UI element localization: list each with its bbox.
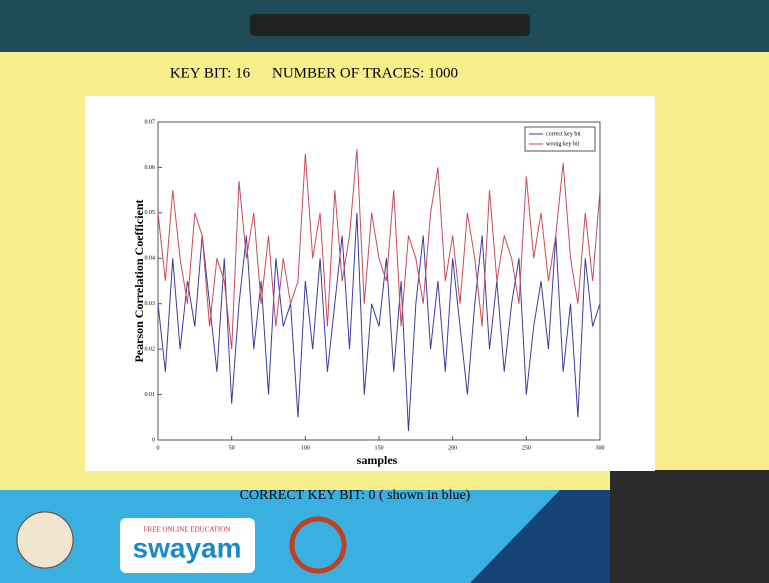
key-bit: KEY BIT: 16 [170,65,251,81]
legend-label: wrong key bit [546,141,580,147]
y-tick-label: 0.06 [145,165,156,171]
series-line [157,149,601,350]
legend-box [524,126,596,152]
logo-box [120,518,255,573]
x-label: samples [357,453,398,467]
speaker-video [610,470,769,583]
legend-label: correct key bit [546,131,581,137]
x-tick-label: 300 [596,445,605,451]
logo-tag: FREE ONLINE EDUCATION [144,526,231,534]
footer: CORRECT KEY BIT: 0 ( shown in blue) [240,488,471,503]
logo-iit [16,511,74,569]
x-tick-label: 150 [375,445,384,451]
logo-ring [289,516,347,574]
x-tick-label: 250 [522,445,531,451]
x-tick-label: 200 [448,445,457,451]
toolbar [250,14,530,36]
series-line [157,212,601,431]
y-tick-label: 0.04 [145,256,156,262]
x-tick-label: 0 [157,445,160,451]
x-tick-label: 50 [229,445,235,451]
traces: NUMBER OF TRACES: 1000 [272,65,458,81]
y-label: Pearson Correlation Coefficient [132,199,146,362]
y-tick-label: 0.02 [145,347,156,353]
y-tick-label: 0 [152,437,155,443]
x-tick-label: 100 [301,445,310,451]
y-tick-label: 0.03 [145,301,156,307]
y-tick-label: 0.05 [145,210,156,216]
y-tick-label: 0.01 [145,392,156,398]
chart-box [85,96,655,471]
y-tick-label: 0.07 [145,119,156,125]
logo-text: swayam [133,532,242,563]
